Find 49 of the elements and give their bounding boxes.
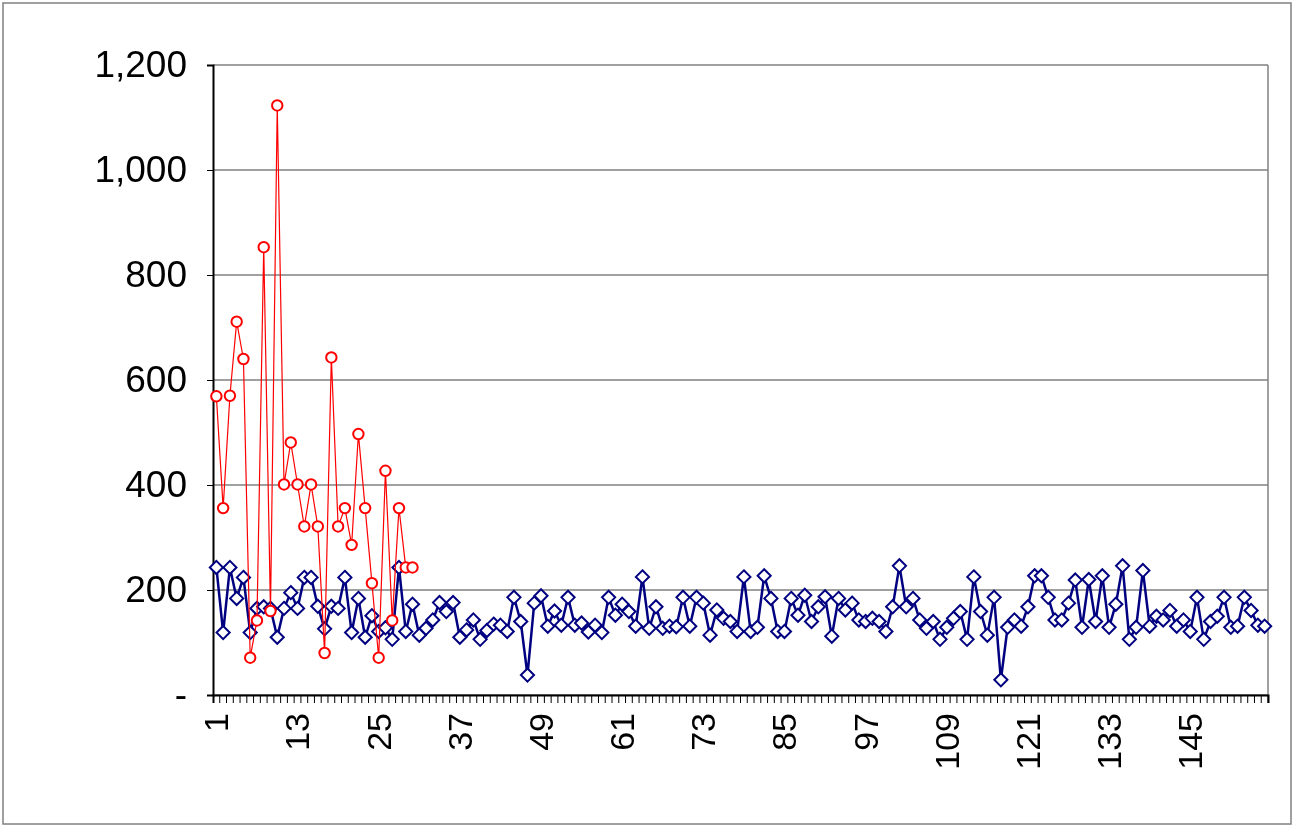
point — [345, 538, 358, 552]
point — [271, 99, 284, 112]
point — [311, 520, 325, 533]
point — [223, 389, 237, 402]
point — [392, 501, 406, 515]
x-tick-label: 97 — [846, 713, 885, 751]
x-tick-label: 73 — [684, 713, 723, 751]
point — [250, 614, 264, 627]
x-tick-label: 109 — [927, 713, 966, 770]
point — [318, 646, 331, 660]
y-tick-label: 1,000 — [94, 149, 187, 191]
y-tick-label: - — [174, 674, 187, 716]
point — [331, 520, 345, 533]
y-tick-label: 400 — [125, 464, 187, 506]
point — [291, 478, 304, 491]
y-tick-label: 600 — [125, 359, 187, 401]
x-tick-label: 121 — [1008, 713, 1047, 770]
point — [210, 390, 223, 403]
point — [230, 315, 243, 328]
point — [264, 604, 277, 618]
x-tick-label: 1 — [197, 713, 236, 732]
x-tick-label: 85 — [765, 713, 804, 751]
point — [304, 478, 318, 491]
point — [284, 436, 297, 449]
point — [372, 651, 385, 664]
y-tick-label: 200 — [125, 569, 187, 611]
point — [216, 501, 230, 515]
y-tick-label: 1,200 — [94, 44, 187, 86]
x-tick-label: 37 — [440, 713, 479, 751]
x-tick-label: 13 — [278, 713, 317, 751]
point — [386, 614, 399, 627]
point — [257, 240, 270, 254]
x-tick-label: 145 — [1171, 713, 1210, 770]
point — [325, 351, 338, 364]
x-tick-label: 61 — [603, 713, 642, 751]
point — [352, 427, 365, 441]
point — [243, 651, 257, 664]
x-tick-label: 133 — [1089, 713, 1128, 770]
point — [298, 520, 311, 533]
point — [237, 352, 250, 366]
point — [406, 561, 419, 574]
x-tick-label: 49 — [521, 713, 560, 751]
point — [277, 478, 291, 491]
x-tick-label: 25 — [359, 713, 398, 751]
point — [379, 464, 392, 478]
y-tick-label: 800 — [125, 254, 187, 296]
point — [338, 501, 352, 515]
point — [365, 576, 379, 590]
point — [358, 501, 372, 515]
